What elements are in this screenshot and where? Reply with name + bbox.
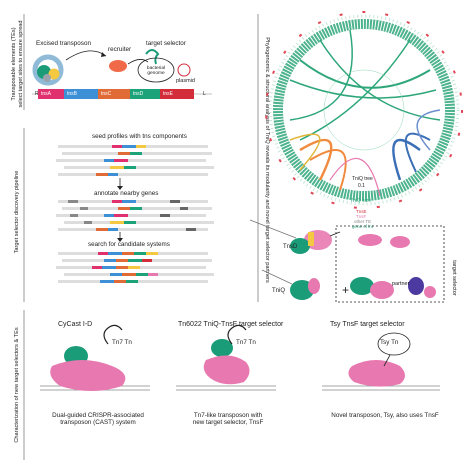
- arrow-2: [127, 59, 149, 65]
- box-top-structure: [358, 234, 410, 248]
- tree-scale: 0.1: [358, 183, 365, 189]
- target-selector-shape: [145, 49, 160, 65]
- gene-tnse: tnsE: [160, 89, 194, 99]
- plasmid-circle: [177, 63, 191, 77]
- sys2-tn-label: Tn7 Tn: [236, 339, 256, 346]
- gene-tnsc: tnsC: [98, 89, 130, 99]
- target-selector-box: [335, 225, 445, 303]
- plasmid-label: plasmid: [176, 78, 195, 84]
- legend-tnsf: TnsF: [356, 214, 367, 219]
- transposase-blob: [43, 74, 51, 82]
- excised-transposon-circle: [32, 54, 64, 86]
- recruiter-blob: [109, 60, 127, 72]
- sys1-caption-line2: transposon (CAST) system: [60, 419, 136, 426]
- sys3-title: Tsy TnsF target selector: [330, 321, 405, 328]
- sys1-caption: Dual-guided CRISPR-associated transposon…: [38, 412, 158, 426]
- annotated-tracks: [56, 200, 214, 231]
- seed-profile-tracks: [56, 145, 214, 176]
- gene-tnsa: tnsA: [38, 89, 64, 99]
- sys2-caption-line2: new target selector, TnsF: [192, 419, 264, 426]
- legend-tnse: TnsE: [356, 209, 367, 214]
- tsy-system: [322, 332, 440, 391]
- sys3-caption: Novel transposon, Tsy, also uses TnsF: [331, 412, 439, 419]
- tniq-structure: [261, 269, 320, 300]
- gene-l: L: [203, 91, 206, 97]
- plus-sign: +: [342, 283, 350, 297]
- pipeline-step-1: seed profiles with tns components: [92, 133, 187, 140]
- gene-r: R: [35, 91, 39, 97]
- candidate-tracks: [56, 252, 214, 283]
- sys3-tn-label: Tsy Tn: [380, 339, 399, 346]
- sys1-title: CyCast I-D: [58, 321, 93, 328]
- size-label: TniQ size: [350, 198, 372, 204]
- tnsd-structure: [249, 219, 341, 254]
- sys2-title: Tn6022 TniQ-TnsF target selector: [178, 321, 284, 328]
- tnsa-blob: [48, 68, 60, 80]
- excised-transposon-label: Excised transposon: [36, 40, 91, 47]
- gene-tnsd: tnsD: [130, 89, 160, 99]
- target-selector-label: target selector: [146, 40, 186, 47]
- legend-other-te: other TE: [354, 219, 372, 224]
- box-bottom-structure: [350, 277, 436, 299]
- tniq-label: TniQ: [272, 288, 286, 294]
- pipeline-step-2: annotate nearby genes: [94, 190, 159, 197]
- recruiter-label: recruiter: [108, 46, 132, 53]
- bacterial-genome-label: bacterial genome: [146, 66, 166, 76]
- cycast-system: [40, 324, 150, 391]
- sys1-tn-label: Tn7 Tn: [112, 339, 132, 346]
- bacterial-genome-shape: [137, 57, 175, 83]
- tnsd-label: TnsD: [283, 244, 298, 250]
- legend-gene-of-int: gene of int: [352, 224, 374, 229]
- sys2-caption: Tn7-like transposon with new target sele…: [170, 412, 286, 426]
- partner-label: partner: [392, 281, 410, 287]
- gene-tnsb: tnsB: [64, 89, 98, 99]
- sys2-caption-line1: Tn7-like transposon with: [193, 412, 263, 419]
- tn6022-system: [176, 324, 276, 391]
- sys1-caption-line1: Dual-guided CRISPR-associated: [52, 412, 144, 419]
- tree-label: TniQ tree: [352, 176, 373, 182]
- pipeline-step-3: search for candidate systems: [88, 241, 170, 248]
